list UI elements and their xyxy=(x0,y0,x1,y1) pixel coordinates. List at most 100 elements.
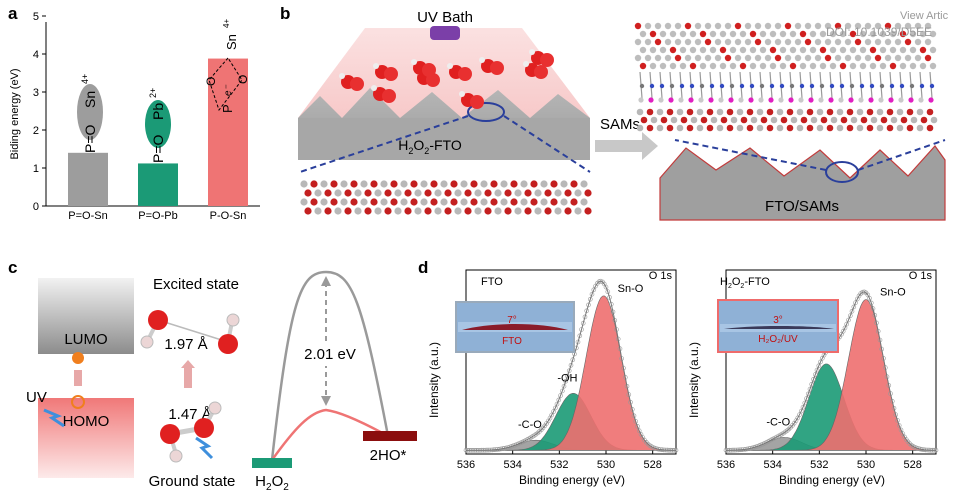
hydrogen-atom xyxy=(208,401,222,415)
sams-atom xyxy=(749,30,757,38)
lattice-atom xyxy=(380,198,388,206)
lattice-atom xyxy=(540,180,548,188)
sams-atom xyxy=(658,97,664,103)
data-point xyxy=(579,327,584,332)
y-tick-label: 4 xyxy=(33,49,39,61)
hydrogen-atom xyxy=(371,85,377,91)
lattice-atom xyxy=(544,189,552,197)
sams-atom xyxy=(724,54,732,62)
sams-atom xyxy=(664,54,672,62)
sams-atom xyxy=(749,83,755,89)
sams-atom xyxy=(689,30,697,38)
lattice-atom xyxy=(916,124,924,132)
lattice-atom xyxy=(514,189,522,197)
y-axis-label: Intensity (a.u.) xyxy=(427,342,441,418)
data-point xyxy=(603,284,609,290)
sams-atom xyxy=(839,30,847,38)
panel-d-label: d xyxy=(418,258,429,277)
atom-o-left: O xyxy=(204,77,218,86)
sams-atom xyxy=(808,97,814,103)
panel-a-label: a xyxy=(8,4,18,23)
sams-atom xyxy=(758,97,764,103)
reactant-level xyxy=(252,458,292,468)
x-axis-label: Binding energy (eV) xyxy=(519,473,625,487)
lattice-atom xyxy=(870,116,878,124)
lattice-atom xyxy=(450,180,458,188)
sams-atom xyxy=(644,38,652,46)
sams-atom xyxy=(884,22,892,30)
sams-atom xyxy=(788,97,794,103)
sams-atom xyxy=(784,22,792,30)
lattice-atom xyxy=(390,180,398,188)
oxygen-atom xyxy=(490,61,504,75)
lattice-atom xyxy=(696,108,704,116)
lattice-atom xyxy=(330,180,338,188)
y-tick-label: 0 xyxy=(33,201,39,213)
sams-atom xyxy=(719,83,725,89)
sams-atom xyxy=(699,46,707,54)
sams-atom xyxy=(684,38,692,46)
sams-atom xyxy=(634,38,642,46)
x-tick-label: 536 xyxy=(717,459,735,471)
sams-atom xyxy=(914,38,922,46)
sams-atom xyxy=(858,97,864,103)
lattice-atom xyxy=(304,189,312,197)
lattice-atom xyxy=(860,116,868,124)
product-level xyxy=(363,431,417,441)
data-point xyxy=(800,404,806,410)
sams-atom xyxy=(698,97,704,103)
lattice-atom xyxy=(900,116,908,124)
lattice-atom xyxy=(736,108,744,116)
sams-atom xyxy=(784,38,792,46)
sams-atom xyxy=(814,38,822,46)
lattice-atom xyxy=(766,108,774,116)
sams-atom xyxy=(739,62,747,70)
sams-atom xyxy=(799,46,807,54)
reactant-label: H2O2 xyxy=(255,473,289,493)
lattice-atom xyxy=(806,108,814,116)
lattice-atom xyxy=(660,116,668,124)
data-point xyxy=(870,306,876,311)
data-point xyxy=(807,386,813,392)
lattice-atom xyxy=(460,180,468,188)
sams-atom xyxy=(679,62,687,70)
sams-atom xyxy=(739,46,747,54)
sams-atom xyxy=(829,83,835,89)
x-tick-label: 534 xyxy=(763,459,781,471)
sams-atom xyxy=(899,62,907,70)
sams-atom xyxy=(709,30,717,38)
chart-title-right: O 1s xyxy=(909,270,933,282)
lattice-atom xyxy=(420,180,428,188)
lattice-atom xyxy=(730,116,738,124)
lattice-atom xyxy=(454,189,462,197)
data-point xyxy=(798,408,804,414)
sams-atom xyxy=(664,22,672,30)
sams-atom xyxy=(754,22,762,30)
lattice-atom xyxy=(650,116,658,124)
data-point xyxy=(849,308,855,314)
sams-atom xyxy=(769,83,775,89)
lattice-atom xyxy=(886,124,894,132)
data-point xyxy=(846,317,851,323)
x-tick-label: P=O-Pb xyxy=(138,210,177,222)
sams-atom xyxy=(804,54,812,62)
lattice-atom xyxy=(494,189,502,197)
data-point xyxy=(893,412,899,417)
data-point xyxy=(566,368,572,374)
lattice-atom xyxy=(770,116,778,124)
lattice-atom xyxy=(470,180,478,188)
lattice-atom xyxy=(570,198,578,206)
data-point xyxy=(563,378,568,384)
lattice-atom xyxy=(490,180,498,188)
sams-atom xyxy=(659,46,667,54)
sams-atom xyxy=(734,54,742,62)
lattice-atom xyxy=(370,180,378,188)
sams-atom xyxy=(814,22,822,30)
lattice-atom xyxy=(560,180,568,188)
sams-atom xyxy=(894,38,902,46)
lattice-atom xyxy=(384,207,392,215)
lattice-atom xyxy=(776,108,784,116)
sams-atom xyxy=(649,46,657,54)
sams-atom xyxy=(884,38,892,46)
